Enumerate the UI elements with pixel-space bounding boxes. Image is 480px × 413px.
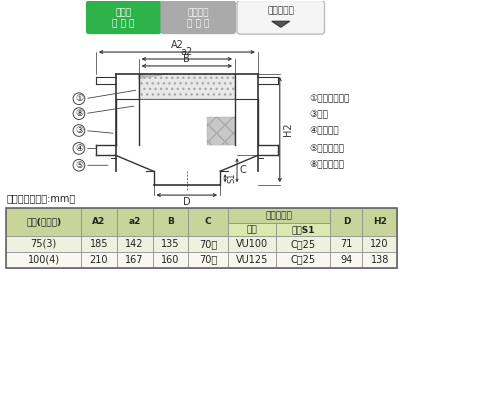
Text: 防 水 用: 防 水 用 <box>187 20 209 29</box>
Bar <box>153 236 188 252</box>
Text: C－25: C－25 <box>290 239 316 249</box>
Bar <box>139 74 235 99</box>
Bar <box>362 252 397 268</box>
Text: a2: a2 <box>129 217 141 226</box>
Bar <box>81 252 117 268</box>
Bar <box>228 208 330 223</box>
Text: B: B <box>183 54 190 64</box>
Text: B: B <box>167 217 174 226</box>
Text: ⑤: ⑤ <box>75 161 83 170</box>
Text: A2: A2 <box>92 217 106 226</box>
Text: 75(3): 75(3) <box>31 239 57 249</box>
Bar <box>228 236 276 252</box>
Text: a2: a2 <box>180 47 193 57</box>
Bar <box>276 223 330 236</box>
Text: 規格: 規格 <box>247 225 257 234</box>
Text: ④アンカー: ④アンカー <box>310 126 339 135</box>
Text: 差し込み式: 差し込み式 <box>267 7 294 16</box>
Bar <box>6 252 81 268</box>
Bar <box>117 208 153 236</box>
Text: VU100: VU100 <box>236 239 268 249</box>
Text: 135: 135 <box>161 239 180 249</box>
Bar <box>362 236 397 252</box>
Polygon shape <box>207 116 235 145</box>
Text: 160: 160 <box>161 255 180 265</box>
Text: ⑧: ⑧ <box>75 109 83 118</box>
Text: VU125: VU125 <box>236 255 268 265</box>
Text: ①: ① <box>75 94 83 103</box>
Bar <box>276 252 330 268</box>
Text: 71: 71 <box>340 239 353 249</box>
Bar <box>362 208 397 236</box>
Text: 94: 94 <box>340 255 352 265</box>
Text: 70～: 70～ <box>199 239 217 249</box>
Text: H2: H2 <box>283 123 293 136</box>
Bar <box>188 208 228 236</box>
Text: 120: 120 <box>371 239 389 249</box>
Bar <box>153 252 188 268</box>
Text: ⑤スペーサー: ⑤スペーサー <box>310 144 345 153</box>
Text: 防 水 用: 防 水 用 <box>112 20 135 29</box>
FancyBboxPatch shape <box>86 0 161 34</box>
Text: C－25: C－25 <box>290 255 316 265</box>
Text: S1: S1 <box>227 173 236 183</box>
Text: 100(4): 100(4) <box>27 255 60 265</box>
Text: 寸法表　＜単位:mm＞: 寸法表 ＜単位:mm＞ <box>6 193 76 203</box>
Text: 138: 138 <box>371 255 389 265</box>
FancyBboxPatch shape <box>160 0 236 34</box>
Bar <box>117 252 153 268</box>
Bar <box>6 208 397 268</box>
Text: モルタル: モルタル <box>188 9 209 18</box>
Bar <box>330 252 362 268</box>
Text: C: C <box>239 165 246 175</box>
Polygon shape <box>272 21 290 27</box>
Text: A2: A2 <box>170 40 183 50</box>
Bar <box>153 208 188 236</box>
Bar <box>188 236 228 252</box>
Bar <box>330 208 362 236</box>
Text: 210: 210 <box>90 255 108 265</box>
Text: 長さS1: 長さS1 <box>291 225 315 234</box>
Bar <box>117 236 153 252</box>
Bar <box>188 252 228 268</box>
Text: ⑧つまみネジ: ⑧つまみネジ <box>310 161 345 170</box>
Text: 呼称(インチ): 呼称(インチ) <box>26 217 61 226</box>
Text: ③本体: ③本体 <box>310 109 328 118</box>
Text: スペーサー: スペーサー <box>266 211 293 220</box>
Text: 167: 167 <box>125 255 144 265</box>
Bar <box>228 252 276 268</box>
Text: 70～: 70～ <box>199 255 217 265</box>
Bar <box>6 236 81 252</box>
Text: 185: 185 <box>90 239 108 249</box>
Text: ③: ③ <box>75 126 83 135</box>
Text: C: C <box>205 217 212 226</box>
Text: ①ストレーナー: ①ストレーナー <box>310 94 350 103</box>
Text: D: D <box>343 217 350 226</box>
Bar <box>330 236 362 252</box>
Bar <box>81 208 117 236</box>
FancyBboxPatch shape <box>237 0 324 34</box>
Text: ④: ④ <box>75 144 83 153</box>
Text: D: D <box>183 197 191 207</box>
Bar <box>228 223 276 236</box>
Text: H2: H2 <box>373 217 386 226</box>
Text: 142: 142 <box>125 239 144 249</box>
Bar <box>81 236 117 252</box>
Text: 塗　膜: 塗 膜 <box>116 9 132 18</box>
Bar <box>276 236 330 252</box>
Polygon shape <box>139 74 168 79</box>
Bar <box>6 208 81 236</box>
